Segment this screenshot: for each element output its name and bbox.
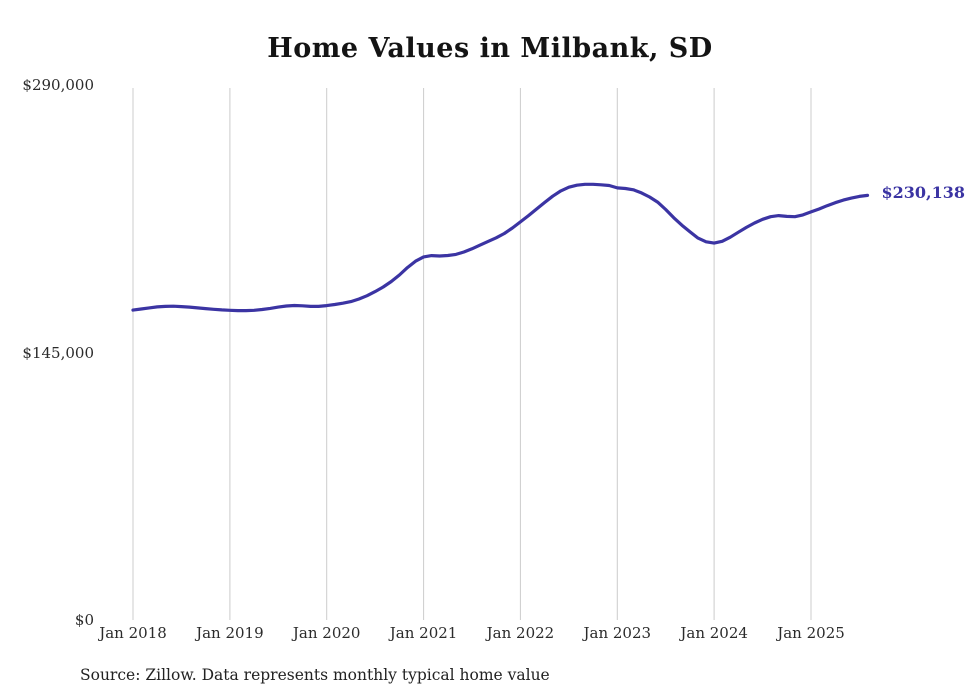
chart-title: Home Values in Milbank, SD <box>267 33 713 64</box>
x-tick-label: Jan 2023 <box>583 624 652 642</box>
x-tick-label: Jan 2022 <box>486 624 555 642</box>
x-tick-label: Jan 2025 <box>777 624 845 642</box>
source-note: Source: Zillow. Data represents monthly … <box>80 666 550 684</box>
home-value-line <box>131 182 870 313</box>
y-tick-label: $145,000 <box>22 343 94 362</box>
y-tick-label: $290,000 <box>22 76 94 94</box>
x-tick-label: Jan 2019 <box>196 624 264 642</box>
final-value-label: $230,138 <box>881 183 966 203</box>
x-tick-label: Jan 2021 <box>389 624 458 642</box>
x-tick-label: Jan 2024 <box>680 624 748 642</box>
x-tick-label: Jan 2020 <box>292 624 361 642</box>
x-tick-label: Jan 2018 <box>99 624 167 642</box>
y-tick-label: $0 <box>74 611 94 629</box>
